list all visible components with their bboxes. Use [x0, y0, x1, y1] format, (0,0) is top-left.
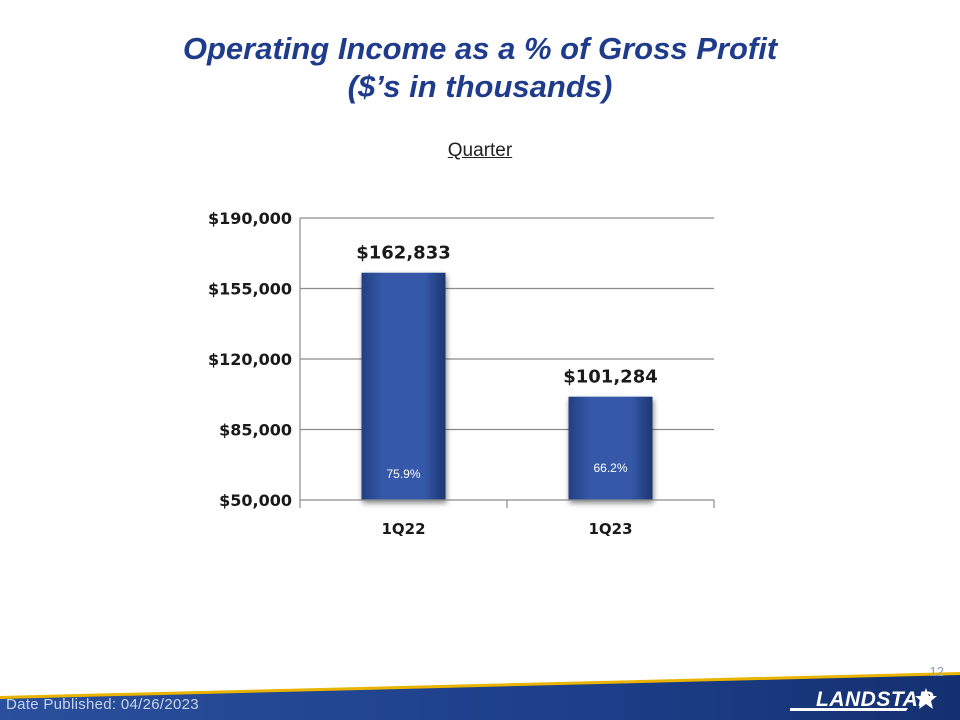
chart-labels: $190,000 $155,000 $120,000 $85,000 $50,000 $1… — [208, 209, 658, 538]
value-label: $101,284 — [563, 367, 658, 388]
y-tick-label: $155,000 — [208, 280, 292, 299]
value-label: $162,833 — [356, 243, 451, 264]
star-icon — [915, 688, 937, 709]
x-tick-label: 1Q22 — [381, 520, 425, 538]
bar-1Q23 — [568, 396, 653, 500]
y-tick-label: $190,000 — [208, 209, 292, 228]
footer-band — [0, 660, 960, 720]
percent-label: 75.9% — [386, 467, 420, 481]
percent-label: 66.2% — [593, 461, 627, 475]
logo-text: LANDSTAR — [816, 688, 934, 711]
y-tick-label: $120,000 — [208, 350, 292, 369]
y-tick-label: $50,000 — [219, 491, 292, 510]
axes — [299, 218, 715, 508]
landstar-logo: LANDSTAR — [790, 686, 940, 716]
x-tick-label: 1Q23 — [588, 520, 632, 538]
date-published: Date Published: 04/26/2023 — [6, 696, 199, 713]
chart-subtitle: Quarter — [447, 140, 513, 161]
bar-chart: $190,000 $155,000 $120,000 $85,000 $50,000 $1… — [208, 209, 715, 538]
page-number: 12 — [929, 664, 944, 679]
y-tick-label: $85,000 — [219, 421, 292, 440]
bar-1Q22 — [361, 272, 446, 500]
slide-title: Operating Income as a % of Gross Profit … — [0, 30, 960, 106]
title-line-1: Operating Income as a % of Gross Profit — [182, 31, 778, 66]
title-line-2: ($’s in thousands) — [347, 69, 613, 104]
bars — [361, 272, 653, 500]
